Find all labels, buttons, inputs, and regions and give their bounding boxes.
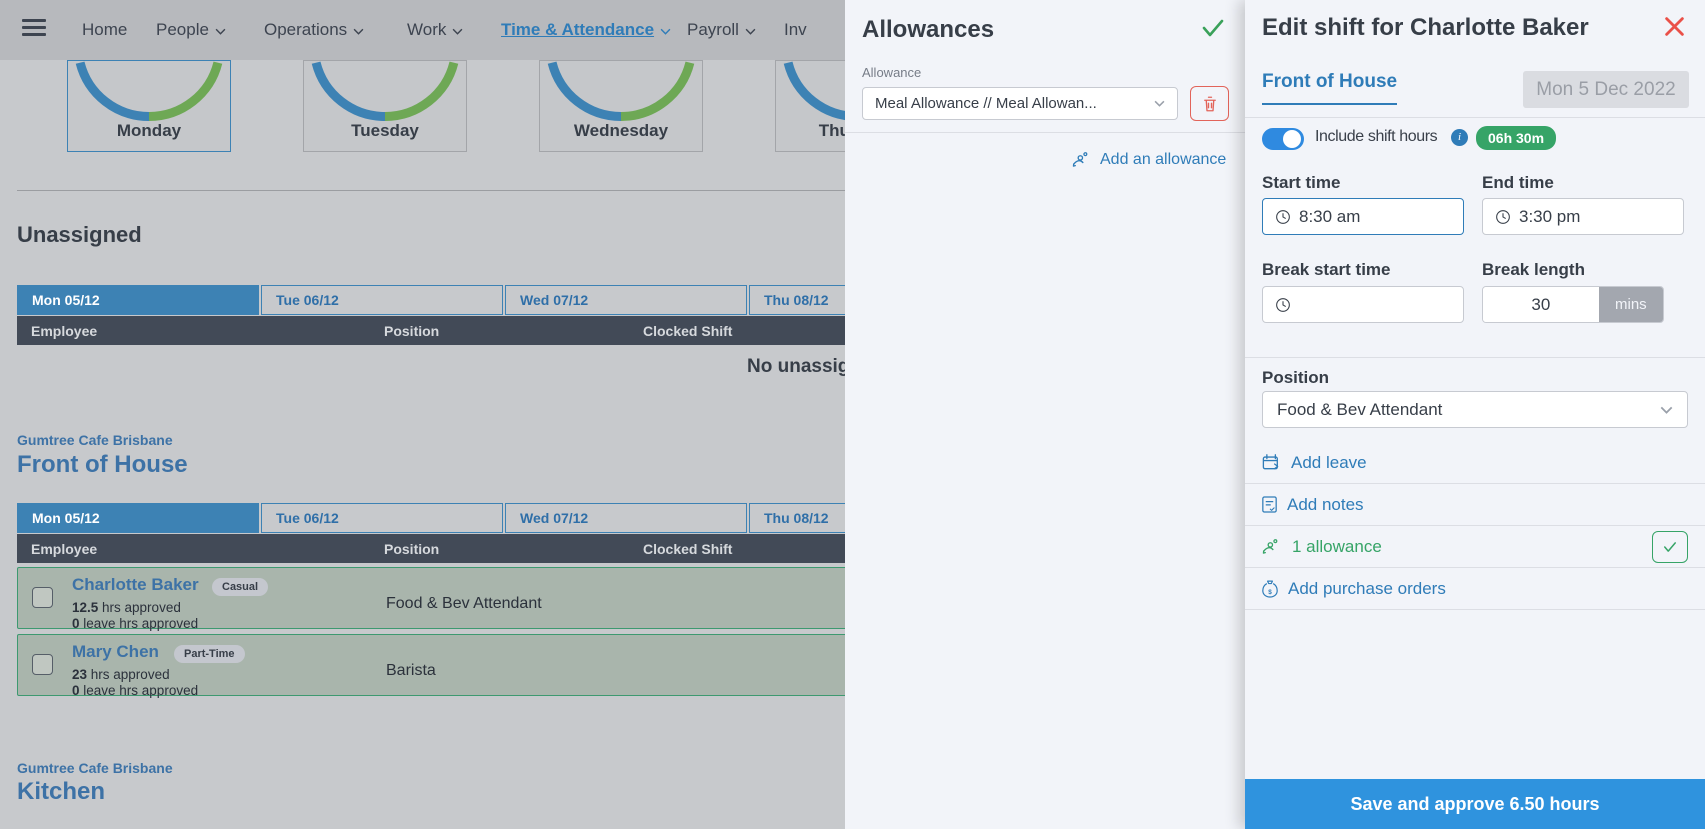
svg-text:$: $ <box>1268 589 1272 596</box>
